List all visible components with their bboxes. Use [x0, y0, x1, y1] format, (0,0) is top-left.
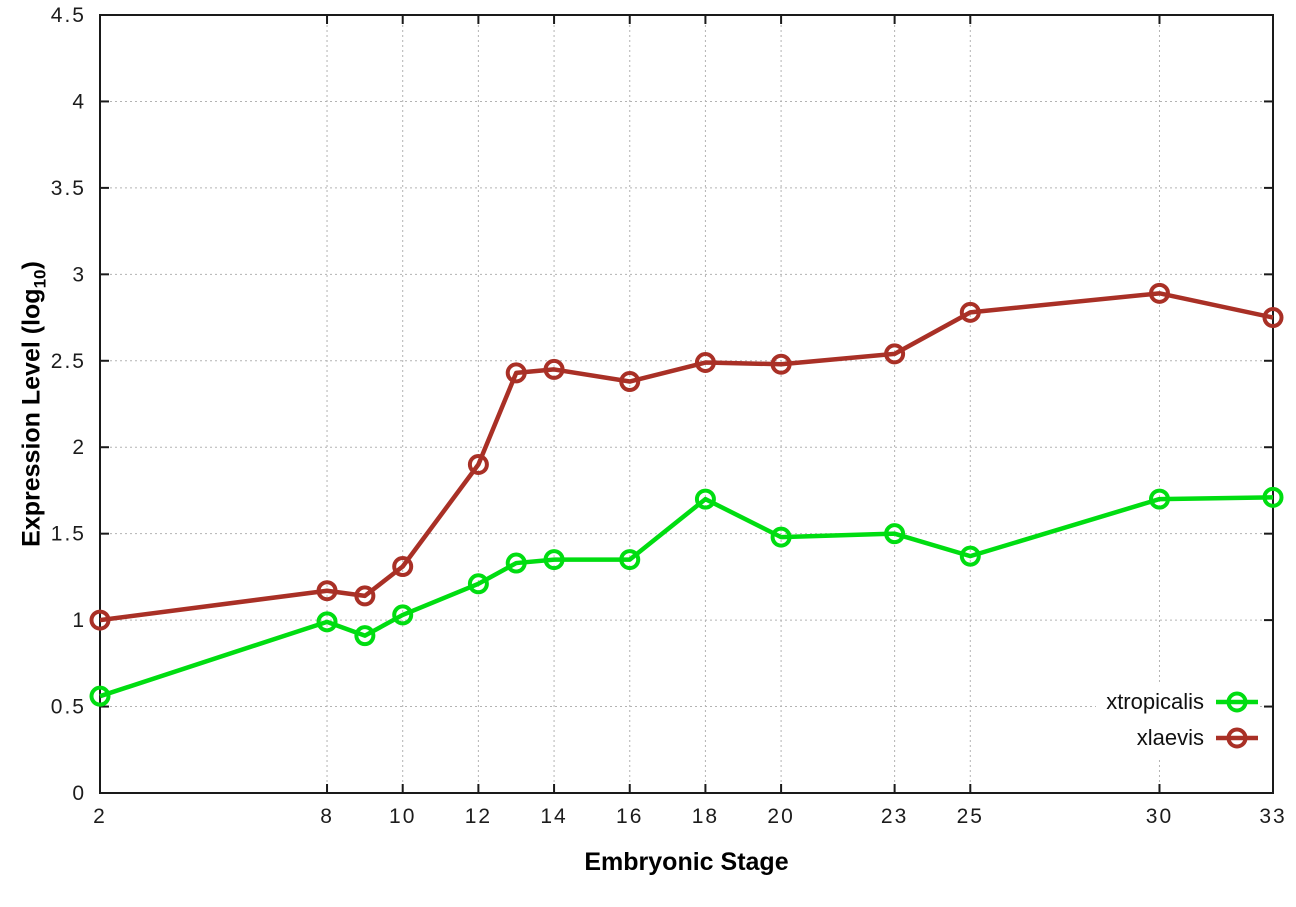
y-axis-title: Expression Level (log10) — [18, 261, 51, 547]
legend-label-xlaevis: xlaevis — [1136, 725, 1204, 750]
svg-text:20: 20 — [767, 805, 794, 828]
svg-text:2.5: 2.5 — [51, 350, 86, 373]
svg-text:12: 12 — [465, 805, 492, 828]
svg-text:1: 1 — [72, 609, 86, 632]
line-marker-sample-icon — [1216, 691, 1258, 713]
svg-text:4.5: 4.5 — [51, 4, 86, 27]
y-axis-title-text: Expression Level (log — [17, 288, 46, 547]
svg-text:8: 8 — [320, 805, 334, 828]
y-axis-title-subscript: 10 — [30, 269, 50, 289]
svg-text:10: 10 — [389, 805, 416, 828]
legend-label-xtropicalis: xtropicalis — [1106, 689, 1204, 714]
x-axis-title: Embryonic Stage — [584, 848, 789, 876]
legend-item-xlaevis: xlaevis — [1106, 720, 1260, 756]
svg-text:0: 0 — [72, 782, 86, 805]
svg-text:25: 25 — [957, 805, 984, 828]
svg-text:3.5: 3.5 — [51, 177, 86, 200]
svg-text:30: 30 — [1146, 805, 1173, 828]
svg-text:0.5: 0.5 — [51, 696, 86, 719]
svg-text:18: 18 — [692, 805, 719, 828]
svg-text:23: 23 — [881, 805, 908, 828]
y-axis-title-close: ) — [17, 261, 46, 270]
svg-text:1.5: 1.5 — [51, 523, 86, 546]
legend: xtropicalis xlaevis — [1096, 682, 1260, 758]
svg-text:4: 4 — [72, 90, 86, 113]
svg-text:2: 2 — [72, 436, 86, 459]
svg-text:33: 33 — [1259, 805, 1286, 828]
svg-text:3: 3 — [72, 263, 86, 286]
svg-text:14: 14 — [540, 805, 567, 828]
svg-text:2: 2 — [93, 805, 107, 828]
legend-item-xtropicalis: xtropicalis — [1106, 684, 1260, 720]
line-marker-sample-icon — [1216, 727, 1258, 749]
svg-text:16: 16 — [616, 805, 643, 828]
